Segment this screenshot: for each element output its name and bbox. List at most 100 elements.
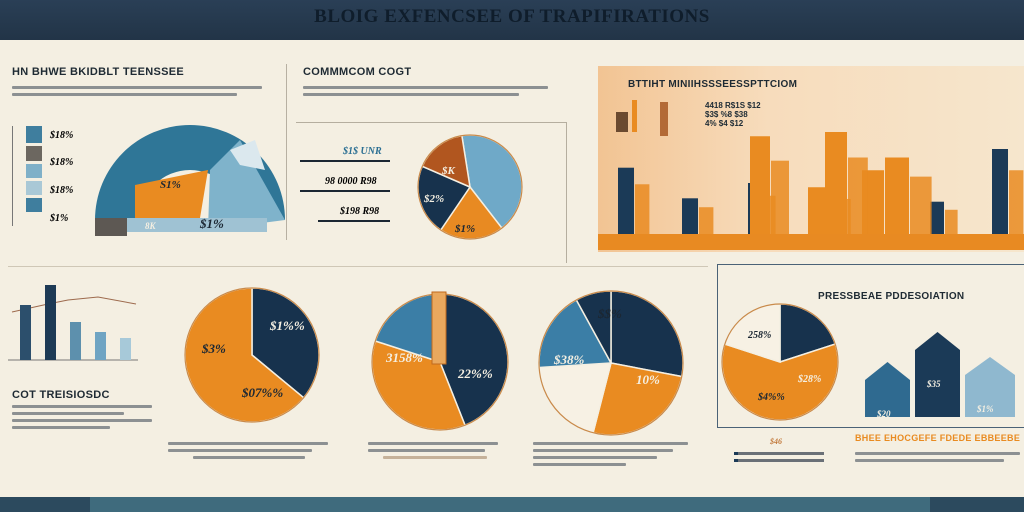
caption-pie-a (168, 442, 328, 463)
page-title: BLOIG EXFENCSEE OF TRAPIFIRATIONS (314, 6, 710, 27)
legend-swatch (632, 100, 637, 132)
panel-bottom-right-frame (717, 264, 1024, 428)
caption-pie-b (368, 442, 498, 463)
bar-label: $20 (876, 409, 891, 419)
bar (45, 285, 56, 360)
pie-label: $28% (797, 374, 821, 385)
bar (618, 167, 634, 234)
bar-chart-bottom-right: $20 $35 $1% (865, 332, 1015, 419)
bar (885, 157, 909, 234)
bar-label: $1% (976, 404, 994, 414)
bar (682, 198, 698, 234)
gauge-label: $18% (50, 130, 74, 141)
bar (95, 332, 106, 360)
gauge-label: $18% (50, 185, 74, 196)
caption-pie-c (533, 442, 688, 470)
gauge-value-label: $1% (199, 216, 224, 231)
pie-label: $1%% (269, 318, 305, 333)
gauge-slice-blue (208, 140, 285, 230)
pie-outline (538, 290, 684, 436)
text-lines-bottom-left (12, 405, 152, 433)
divider (286, 64, 287, 240)
gauge-slice-light (230, 140, 265, 170)
bar (750, 136, 770, 234)
pie-label: 22%% (457, 366, 493, 381)
mid-label: 98 0000 R98 (325, 176, 377, 187)
mid-label: $198 R98 (340, 206, 380, 217)
bar (808, 187, 830, 234)
bar (1009, 170, 1024, 234)
panel-title-top-mid: COMMMCOM COGT (303, 66, 412, 78)
pie-outline (721, 303, 839, 421)
pie-label: 258% (747, 330, 771, 341)
bar (20, 305, 31, 360)
pie-label: $K (441, 165, 456, 177)
legend-swatch (616, 112, 628, 132)
mid-rule (318, 220, 390, 222)
legend-head: $46 (770, 437, 782, 446)
bar (945, 209, 958, 234)
panel-title-top-left: HN BHWE BKIDBLT TEENSSEE (12, 66, 185, 78)
gauge-label: $1% (50, 213, 69, 224)
text-lines-top-left (12, 86, 262, 100)
pie-b-highlight (431, 291, 447, 365)
bar-chart-top-right (618, 132, 1024, 234)
text-lines-bottom-right (855, 452, 1020, 466)
mid-rule (300, 160, 390, 162)
panel-title-top-right: BTTIHT MINIIHSSSEESSPTTCIOM (628, 79, 798, 90)
gauge-base (95, 218, 127, 236)
pie-chart-b: 3158% 22%% (371, 291, 509, 431)
pie-chart-c: $38% $$% 10% (538, 290, 684, 436)
legend-swatch (660, 102, 668, 136)
bar-chart-baseline (598, 234, 1024, 250)
bar (70, 322, 81, 360)
text-lines-top-mid (303, 86, 548, 100)
bar (965, 357, 1015, 417)
header-bar (0, 0, 1024, 40)
gauge-value-label: S1% (160, 179, 181, 191)
pie-label: $1% (454, 223, 475, 235)
bar (120, 338, 131, 360)
bar (915, 332, 960, 417)
pie-chart-bottom-right: 258% $28% $4%% (721, 303, 839, 421)
mid-rule (300, 190, 390, 192)
divider (8, 266, 708, 267)
bar (771, 160, 789, 234)
gauge-value-label: 8K (145, 221, 157, 231)
bottom-right-subtitle: BHEE EHOCGEFE FDEDE EBBEEBE (855, 433, 1021, 443)
trend-line (11, 296, 137, 313)
panel-title-bottom-right: PRESSBEAE PDDESOIATION (818, 291, 965, 302)
bar (910, 176, 932, 234)
bar-label: $35 (926, 379, 941, 389)
pie-label: $2% (423, 193, 444, 205)
footer-bar (0, 497, 1024, 512)
axis-line (12, 126, 19, 226)
bar (635, 184, 650, 234)
pie-chart-top-mid: $K $2% $1% (417, 134, 523, 240)
pie-label: 3158% (385, 350, 423, 365)
bar (848, 157, 868, 234)
bar (930, 201, 944, 234)
bar (992, 149, 1008, 234)
pie-label: $38% (553, 352, 585, 367)
bar-chart-bottom-left (8, 285, 138, 361)
bar (865, 362, 910, 417)
pie-outline (184, 287, 320, 423)
gauge-slice-orange (135, 170, 208, 218)
legend-line: $3$ %8 $38 (705, 110, 748, 119)
legend-line: 4% $4 $12 (705, 119, 744, 128)
mini-bar-stack (26, 126, 42, 226)
pie-slice (610, 290, 684, 378)
pie-chart-a: $1%% $3% $07%% (184, 287, 320, 423)
pie-label: 10% (636, 372, 660, 387)
pie-label: $3% (201, 341, 226, 356)
pie-outline (417, 134, 523, 240)
legend-list (734, 452, 824, 466)
bar (699, 207, 714, 234)
gauge-label: $18% (50, 157, 74, 168)
gauge-base-bar (127, 218, 267, 232)
pie-label: $4%% (757, 392, 785, 403)
pie-label: $07%% (241, 385, 283, 400)
mid-label: $1$ UNR (343, 146, 382, 157)
pie-label: $$% (597, 306, 622, 321)
